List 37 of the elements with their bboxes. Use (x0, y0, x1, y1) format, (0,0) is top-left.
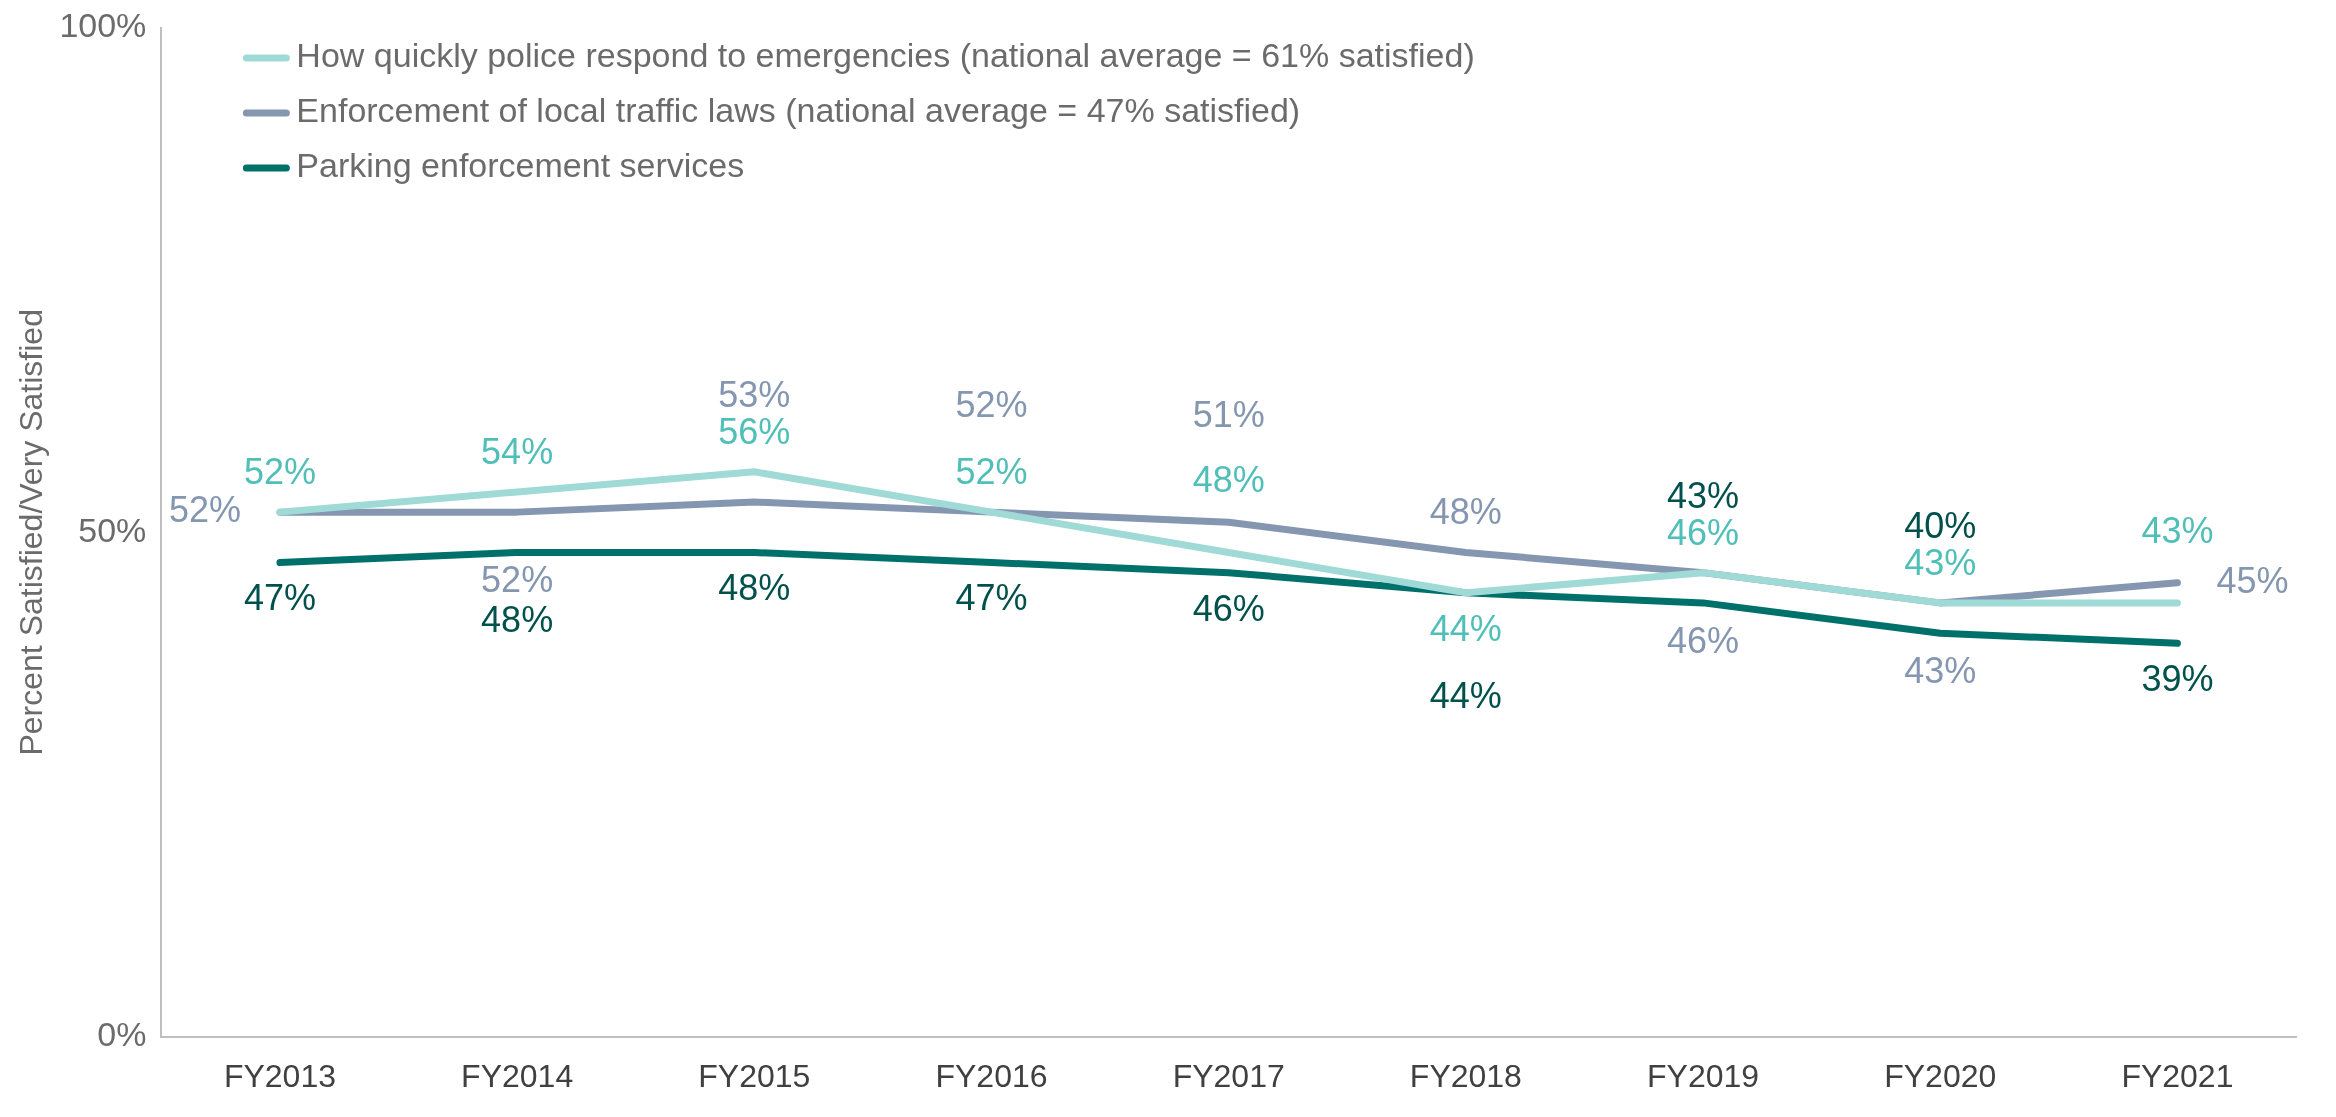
data-label: 52% (481, 559, 554, 601)
x-tick-label: FY2019 (1647, 1057, 1760, 1094)
y-tick-label: 50% (78, 510, 147, 549)
data-label: 48% (1192, 459, 1265, 501)
data-label: 47% (243, 577, 316, 619)
legend-label: How quickly police respond to emergencies (national average = 61% satisfied) (296, 36, 1475, 75)
data-label: 45% (2216, 559, 2289, 601)
data-label: 46% (1667, 619, 1740, 661)
data-label: 48% (481, 599, 554, 641)
x-tick-label: FY2016 (935, 1057, 1048, 1094)
data-label: 52% (955, 451, 1028, 493)
data-label: 47% (955, 577, 1028, 619)
x-tick-label: FY2021 (2121, 1057, 2234, 1094)
data-label: 44% (1429, 607, 1502, 649)
data-label: 51% (1192, 394, 1265, 436)
data-label: 52% (955, 384, 1028, 426)
x-tick-label: FY2014 (461, 1057, 574, 1094)
data-label: 39% (2141, 658, 2214, 700)
x-tick-label: FY2020 (1884, 1057, 1997, 1094)
x-tick-label: FY2017 (1172, 1057, 1285, 1094)
legend-label: Enforcement of local traffic laws (national average = 47% satisfied) (296, 91, 1301, 130)
y-tick-label: 100% (59, 6, 147, 45)
data-label: 43% (1904, 649, 1977, 691)
data-label: 43% (2141, 509, 2214, 551)
data-label: 52% (243, 451, 316, 493)
data-label: 48% (718, 567, 791, 609)
y-tick-label: 0% (97, 1014, 147, 1053)
data-label: 44% (1429, 674, 1502, 716)
x-tick-label: FY2013 (223, 1057, 336, 1094)
data-label: 54% (481, 430, 554, 472)
data-label: 48% (1429, 491, 1502, 533)
x-tick-label: FY2015 (698, 1057, 811, 1094)
x-tick-label: FY2018 (1409, 1057, 1522, 1094)
data-label: 52% (168, 489, 241, 531)
legend-label: Parking enforcement services (296, 146, 745, 185)
data-label: 46% (1192, 587, 1265, 629)
y-axis-title: Percent Satisfied/Very Satisfied (13, 309, 50, 756)
